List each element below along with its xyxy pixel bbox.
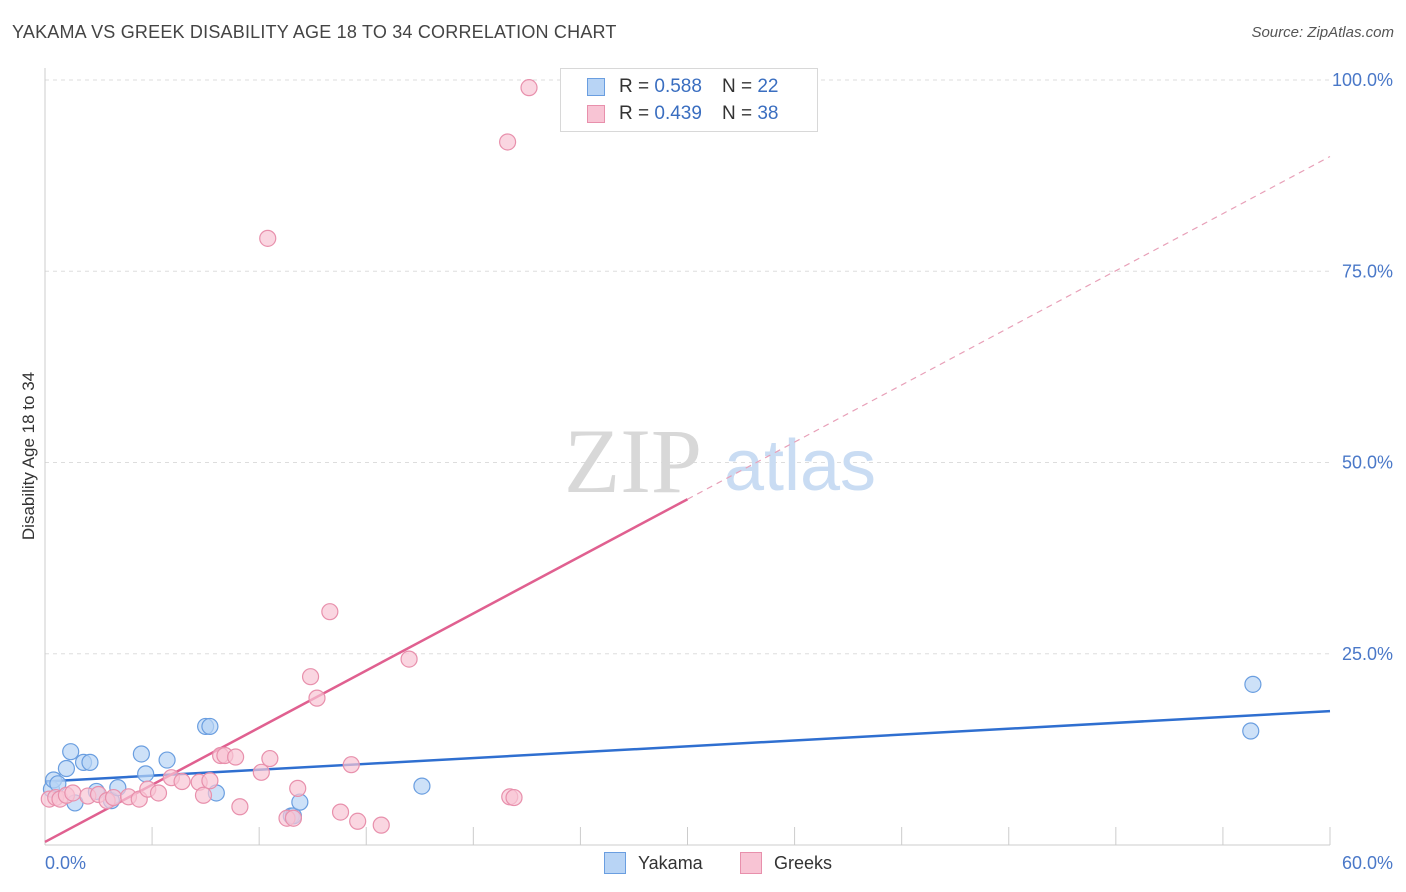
legend-r-value-yakama: 0.588 bbox=[654, 76, 702, 97]
point-greeks-28 bbox=[308, 689, 326, 707]
series-legend-greeks[interactable]: Greeks bbox=[740, 852, 832, 874]
chart-title: YAKAMA VS GREEK DISABILITY AGE 18 TO 34 … bbox=[12, 22, 617, 42]
chart-source: Source: ZipAtlas.com bbox=[1251, 24, 1394, 41]
series-label-greeks: Greeks bbox=[774, 852, 833, 873]
stats-legend: R = 0.588 N = 22 R = 0.439 N = 38 bbox=[560, 68, 818, 132]
point-yakama-20 bbox=[413, 777, 431, 795]
series-label-yakama: Yakama bbox=[638, 852, 703, 873]
y-tick-label-1: 50.0% bbox=[1342, 453, 1393, 473]
y-tick-label-3: 100.0% bbox=[1332, 70, 1393, 90]
point-greeks-12 bbox=[149, 784, 168, 802]
legend-n-label: N = bbox=[721, 103, 753, 124]
x-tick-label-1: 60.0% bbox=[1342, 853, 1393, 873]
point-greeks-36 bbox=[505, 788, 523, 807]
trend-line-yakama bbox=[44, 709, 1331, 783]
point-greeks-27 bbox=[301, 668, 320, 686]
point-greeks-25 bbox=[284, 809, 303, 827]
point-greeks-16 bbox=[194, 786, 213, 804]
point-yakama-4 bbox=[62, 743, 80, 761]
legend-r-value-greeks: 0.439 bbox=[654, 103, 702, 124]
point-greeks-31 bbox=[342, 756, 360, 774]
point-greeks-37 bbox=[259, 229, 277, 247]
point-yakama-11 bbox=[132, 745, 150, 763]
point-greeks-22 bbox=[252, 763, 270, 781]
series-legend-yakama[interactable]: Yakama bbox=[604, 852, 703, 874]
point-greeks-8 bbox=[104, 788, 123, 807]
point-greeks-4 bbox=[64, 784, 82, 802]
x-tick-label-0: 0.0% bbox=[45, 853, 86, 873]
series-swatch-yakama bbox=[604, 852, 626, 874]
legend-swatch-greeks bbox=[587, 105, 605, 123]
point-yakama-12 bbox=[137, 765, 155, 783]
point-yakama-13 bbox=[158, 751, 176, 769]
watermark-zip: ZIP bbox=[564, 410, 702, 512]
point-yakama-3 bbox=[57, 759, 76, 778]
point-greeks-39 bbox=[520, 79, 538, 97]
legend-row-greeks: R = 0.439 N = 38 bbox=[587, 101, 778, 127]
trend-lines bbox=[44, 155, 1331, 844]
legend-row-yakama: R = 0.588 N = 22 bbox=[587, 74, 778, 100]
y-tick-label-0: 25.0% bbox=[1342, 644, 1393, 664]
legend-r-label: R = bbox=[619, 76, 650, 97]
legend-n-value-greeks: 38 bbox=[757, 103, 779, 124]
legend-n-label: N = bbox=[721, 76, 753, 97]
y-tick-label-2: 75.0% bbox=[1342, 261, 1393, 281]
legend-n-value-yakama: 22 bbox=[757, 76, 779, 97]
point-yakama-7 bbox=[81, 753, 99, 771]
point-greeks-14 bbox=[173, 772, 191, 791]
point-greeks-32 bbox=[349, 812, 367, 830]
point-greeks-20 bbox=[227, 748, 245, 766]
point-greeks-17 bbox=[201, 772, 219, 790]
point-greeks-33 bbox=[372, 816, 390, 834]
y-axis-label: Disability Age 18 to 34 bbox=[19, 372, 38, 540]
legend-swatch-yakama bbox=[587, 78, 605, 96]
point-greeks-29 bbox=[321, 603, 339, 621]
point-greeks-38 bbox=[499, 133, 517, 151]
tick-labels: 25.0% 50.0% 75.0% 100.0% 0.0% 60.0% bbox=[45, 70, 1393, 873]
watermark-atlas: atlas bbox=[724, 426, 876, 506]
grid-lines bbox=[45, 79, 1330, 655]
series-swatch-greeks bbox=[740, 852, 762, 874]
trend-line-greeks-extension bbox=[687, 155, 1331, 500]
point-greeks-23 bbox=[261, 749, 279, 768]
series-legend: Yakama Greeks bbox=[0, 852, 1406, 878]
data-points bbox=[40, 79, 1262, 834]
point-yakama-22 bbox=[1244, 675, 1262, 693]
point-greeks-30 bbox=[331, 803, 350, 821]
point-yakama-15 bbox=[201, 717, 219, 736]
point-greeks-26 bbox=[289, 779, 307, 797]
point-greeks-34 bbox=[400, 650, 418, 668]
axes bbox=[44, 68, 1331, 846]
legend-r-label: R = bbox=[619, 103, 650, 124]
point-yakama-21 bbox=[1242, 722, 1260, 740]
point-greeks-21 bbox=[231, 798, 249, 816]
